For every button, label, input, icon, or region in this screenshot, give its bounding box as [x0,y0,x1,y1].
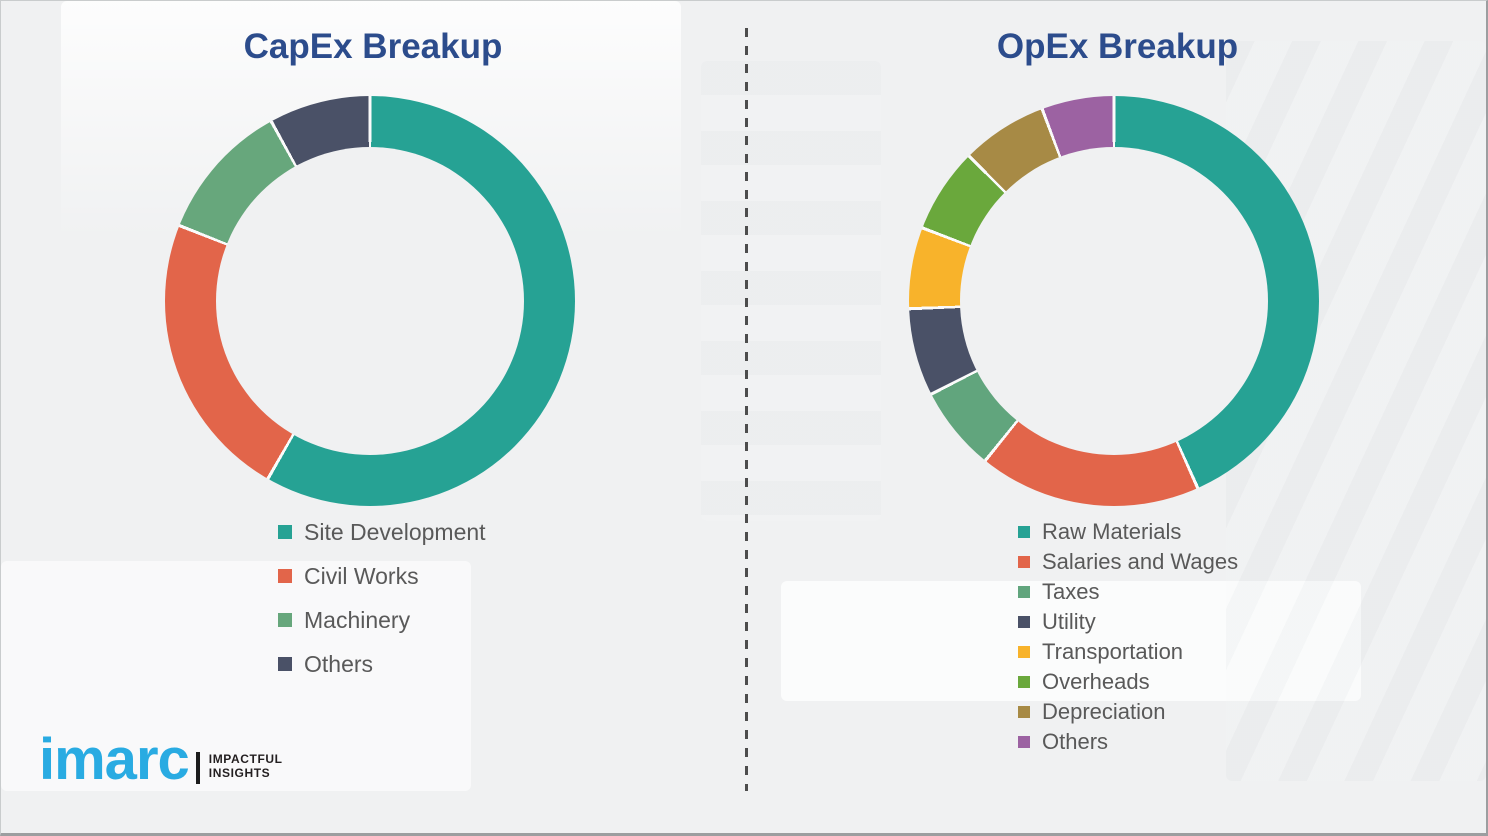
legend-item: Others [278,642,486,686]
divider-dashed-line [745,28,748,791]
legend-item: Depreciation [1018,697,1238,727]
legend-label: Site Development [304,518,486,545]
legend-swatch [1018,586,1030,598]
legend-item: Transportation [1018,637,1238,667]
capex-donut-chart [165,96,575,506]
legend-swatch [278,657,292,671]
opex-donut-chart [909,96,1319,506]
legend-item: Overheads [1018,667,1238,697]
legend-swatch [1018,736,1030,748]
imarc-logo-divider-bar [195,752,200,784]
legend-swatch [1018,646,1030,658]
legend-label: Utility [1042,609,1096,634]
capex-panel: CapEx Breakup Site Development Civil Work… [1,1,745,833]
capex-chart-title: CapEx Breakup [243,27,503,66]
legend-label: Depreciation [1042,699,1166,724]
legend-swatch [278,613,292,627]
legend-swatch [278,525,292,539]
legend-label: Others [1042,729,1109,754]
legend-item: Site Development [278,510,486,554]
opex-chart-title: OpEx Breakup [996,27,1239,66]
legend-swatch [1018,706,1030,718]
opex-legend: Raw Materials Salaries and Wages Taxes Util… [1018,517,1238,757]
legend-item: Salaries and Wages [1018,547,1238,577]
legend-item: Civil Works [278,554,486,598]
legend-item: Others [1018,727,1238,757]
imarc-logo: imarc IMPACTFUL INSIGHTS [39,731,283,789]
legend-label: Taxes [1042,579,1100,604]
legend-label: Raw Materials [1042,519,1182,544]
imarc-logo-text: imarc [39,727,190,792]
legend-swatch [278,569,292,583]
opex-panel: OpEx Breakup Raw Materials Salaries and W… [748,1,1486,833]
capex-legend: Site Development Civil Works Machinery Othe… [278,510,486,686]
legend-swatch [1018,556,1030,568]
legend-item: Raw Materials [1018,517,1238,547]
legend-label: Civil Works [304,562,419,589]
legend-swatch [1018,676,1030,688]
legend-swatch [1018,616,1030,628]
legend-item: Utility [1018,607,1238,637]
legend-label: Overheads [1042,669,1150,694]
legend-label: Machinery [304,606,411,633]
imarc-tagline-line2: INSIGHTS [208,765,271,780]
legend-label: Others [304,650,374,677]
legend-item: Machinery [278,598,486,642]
legend-label: Transportation [1042,639,1184,664]
imarc-logo-tagline: IMPACTFUL INSIGHTS [208,752,283,781]
legend-label: Salaries and Wages [1042,549,1239,574]
legend-swatch [1018,526,1030,538]
imarc-tagline-line1: IMPACTFUL [208,752,283,766]
legend-item: Taxes [1018,577,1238,607]
